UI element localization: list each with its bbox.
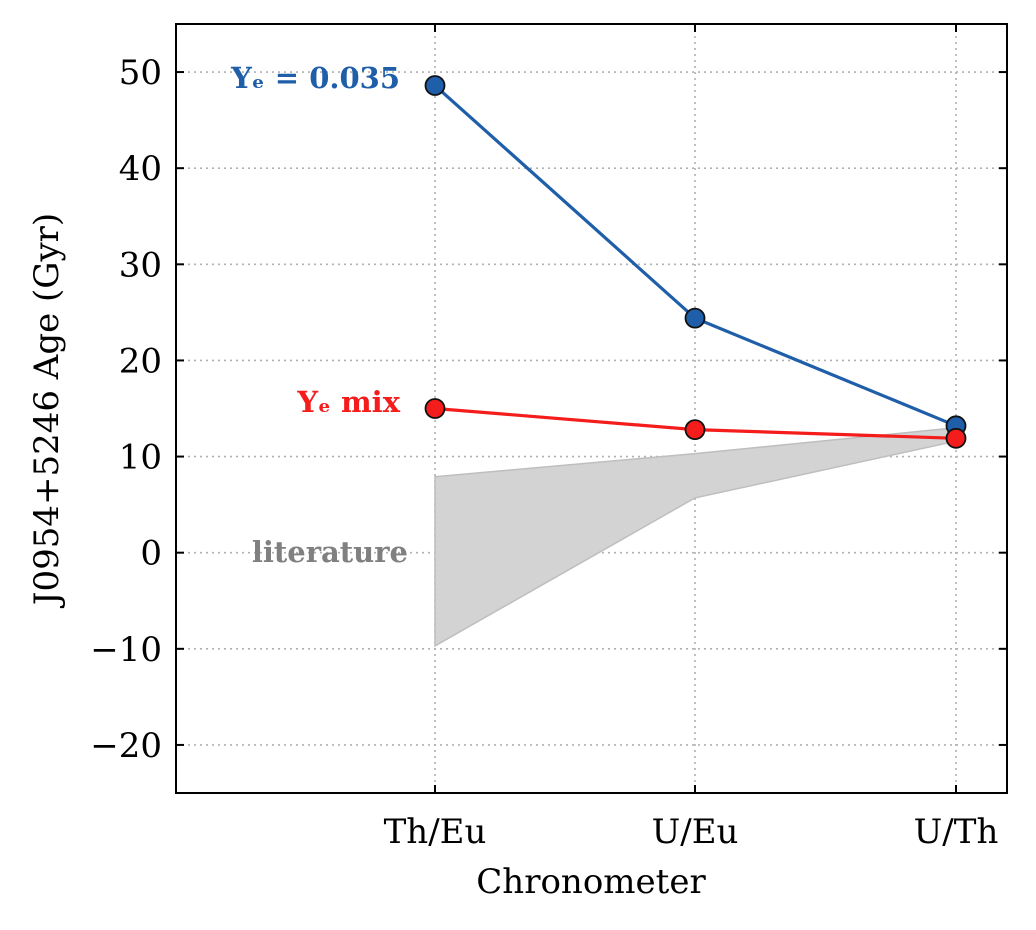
- y-tick-label: 20: [119, 341, 162, 381]
- y-tick-label: 30: [119, 245, 162, 285]
- y-tick-label: 10: [119, 438, 162, 478]
- y-tick-label: 50: [119, 53, 162, 93]
- series-label-ye-0035: Yₑ = 0.035: [230, 61, 400, 95]
- x-axis-title: Chronometer: [476, 862, 706, 902]
- series-layer: [424, 75, 967, 449]
- x-tick-label: U/Th: [914, 812, 999, 852]
- x-tick-label: Th/Eu: [384, 812, 487, 852]
- series-0-point: [684, 307, 706, 329]
- axes: −20 −10 0 10 20 30 40 50 Th/Eu U/Eu U/Th: [90, 23, 1008, 852]
- y-axis-title: J0954+5246 Age (Gyr): [27, 213, 67, 608]
- literature-label: literature: [252, 535, 408, 569]
- series-0-point: [424, 75, 446, 96]
- y-tick-label: −20: [90, 726, 162, 766]
- series-1-point: [424, 398, 446, 419]
- series-1-point: [945, 427, 967, 449]
- y-tick-label: 40: [119, 149, 162, 189]
- series-label-ye-mix: Yₑ mix: [296, 385, 400, 419]
- y-tick-label: 0: [140, 534, 162, 574]
- y-tick-label: −10: [90, 630, 162, 670]
- x-tick-label: U/Eu: [652, 812, 739, 852]
- series-1-point: [684, 419, 706, 441]
- plot-frame: [175, 23, 1008, 794]
- series-line-0: [433, 84, 957, 428]
